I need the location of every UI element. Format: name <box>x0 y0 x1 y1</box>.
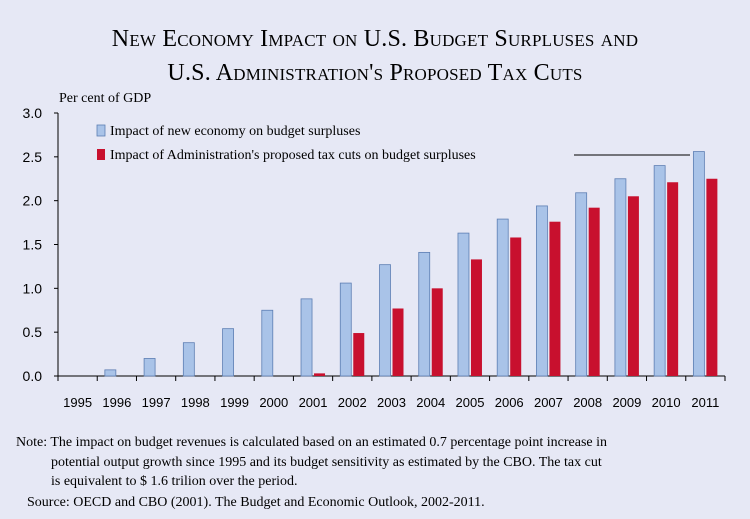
legend-label: Impact of new economy on budget surpluse… <box>110 124 360 139</box>
x-tick-label: 1997 <box>142 395 171 410</box>
y-tick-label: 3.0 <box>23 105 43 121</box>
bar-tax-cuts <box>353 333 365 376</box>
y-axis-label: Per cent of GDP <box>59 91 151 106</box>
x-tick-label: 2001 <box>299 395 328 410</box>
bar-new-economy <box>653 165 666 377</box>
bar-new-economy <box>182 342 195 377</box>
y-tick-label: 0.5 <box>23 324 43 340</box>
bar-new-economy <box>496 218 509 377</box>
bar-tax-cuts <box>706 178 718 376</box>
y-tick-label: 2.0 <box>23 193 43 209</box>
legend-swatch <box>96 124 106 137</box>
bar-new-economy <box>222 328 234 377</box>
y-tick-label: 1.5 <box>23 237 43 253</box>
y-tick-label: 1.0 <box>23 280 43 296</box>
x-tick-label: 1998 <box>181 395 210 410</box>
note-line-1: Note: The impact on budget revenues is c… <box>16 435 608 450</box>
x-tick-label: 2008 <box>573 395 602 410</box>
bar-tax-cuts <box>470 259 482 376</box>
bar-tax-cuts <box>588 207 600 376</box>
bar-new-economy <box>692 151 705 377</box>
x-tick-label: 2005 <box>456 395 485 410</box>
bar-new-economy <box>143 358 156 377</box>
chart-title-line-2: U.S. Administration's Proposed Tax Cuts <box>167 60 583 86</box>
x-tick-label: 2010 <box>652 395 681 410</box>
y-tick-label: 2.5 <box>23 149 43 165</box>
bar-tax-cuts <box>314 373 326 376</box>
bar-new-economy <box>379 264 391 377</box>
bar-new-economy <box>457 232 470 377</box>
bar-tax-cuts <box>667 182 679 376</box>
bar-new-economy <box>575 192 588 377</box>
note-line-2: potential output growth since 1995 and i… <box>51 454 602 470</box>
chart-source: Source: OECD and CBO (2001). The Budget … <box>27 495 485 510</box>
bar-new-economy <box>418 251 431 377</box>
x-tick-label: 2003 <box>377 395 406 410</box>
x-tick-label: 2011 <box>691 395 719 410</box>
x-tick-label: 1995 <box>63 395 92 410</box>
bar-new-economy <box>614 178 627 377</box>
bar-new-economy <box>339 282 352 377</box>
chart-note: Note: The impact on budget revenues is c… <box>16 433 736 492</box>
legend-label: Impact of Administration's proposed tax … <box>110 148 476 163</box>
x-tick-label: 2006 <box>495 395 524 410</box>
x-tick-label: 2000 <box>259 395 288 410</box>
x-tick-label: 2002 <box>338 395 367 410</box>
legend-swatch <box>97 149 105 160</box>
note-line-3: is equivalent to $ 1.6 trilion over the … <box>51 474 298 489</box>
chart-title-line-1: New Economy Impact on U.S. Budget Surplu… <box>111 26 639 52</box>
x-tick-label: 1999 <box>220 395 249 410</box>
x-tick-label: 1996 <box>102 395 131 410</box>
bar-tax-cuts <box>549 221 561 376</box>
bar-tax-cuts <box>431 288 443 376</box>
bar-tax-cuts <box>392 308 404 376</box>
chart-title: New Economy Impact on U.S. Budget Surplu… <box>0 22 750 90</box>
bar-new-economy <box>536 205 548 377</box>
bar-tax-cuts <box>510 237 522 376</box>
y-tick-label: 0.0 <box>23 368 43 384</box>
x-tick-label: 2004 <box>416 395 445 410</box>
bar-tax-cuts <box>627 196 639 376</box>
bar-new-economy <box>104 369 117 377</box>
bar-new-economy <box>300 298 313 377</box>
bar-chart: Per cent of GDP 0.0 0.5 1.0 1.5 2.0 2.5 3.0 1995… <box>23 91 726 410</box>
x-tick-label: 2007 <box>534 395 563 410</box>
x-tick-label: 2009 <box>612 395 641 410</box>
bar-new-economy <box>261 309 274 377</box>
